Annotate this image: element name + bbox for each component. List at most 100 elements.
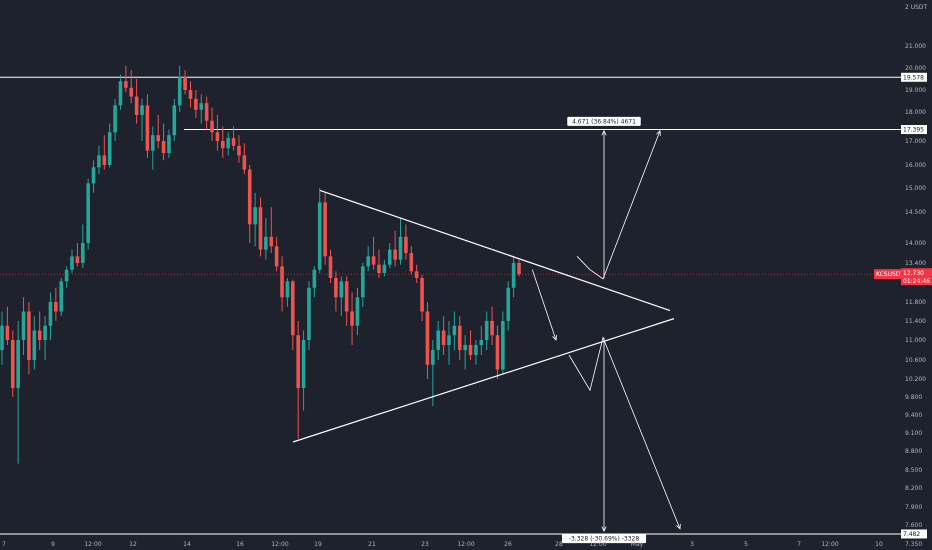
last-price-badge [901,268,932,286]
level-badge [901,125,927,135]
y-tick-label: 7.900 [905,504,922,511]
candle-body [183,76,187,90]
price-axis[interactable]: 2 USDT 21.000 20.000 19.000 18.000 17.000 16.… [905,0,928,548]
y-tick-label: 9.100 [905,430,922,437]
candle-body [382,264,387,273]
y-tick-label: 20.000 [905,65,926,72]
candle-body [387,249,392,265]
projection-path [568,336,681,529]
last-price-value: 12.730 [903,270,924,277]
candle-body [479,340,484,345]
candle-body [80,243,85,263]
y-tick-label: 11.000 [905,337,926,344]
y-tick-label: 13.400 [905,260,926,267]
x-tick-label: 9 [51,541,55,548]
candle-body [328,256,333,278]
candle-body [269,236,274,247]
candle-body [517,263,521,275]
triangle-pattern[interactable] [292,189,675,443]
x-tick-label: 3 [690,541,694,548]
x-tick-label: 16 [236,541,244,548]
candle-body [118,81,123,106]
candle-body [172,105,177,136]
candle-body [37,330,42,340]
y-tick-label: 8.200 [905,485,922,492]
symbol-label: KCSUSDT [876,271,904,278]
candle-body [221,141,225,149]
currency-label: 2 USDT [905,4,928,11]
candle-body [10,340,15,388]
candle-body [237,145,241,156]
measure-label-box [567,116,641,126]
candle-body [431,350,435,365]
candle-body [339,281,344,298]
candle-body [361,266,365,298]
y-tick-label: 6.850 [905,0,922,2]
y-tick-label: 18.000 [905,109,926,116]
candle-body [48,302,53,326]
candles [0,65,521,464]
candle-body [102,155,107,165]
candle-body [0,325,4,350]
candle-body [323,202,327,257]
candle-body [291,281,295,336]
candle-body [307,287,311,340]
candle-body [296,335,300,388]
arrow-head [676,523,681,530]
candle-body [199,103,204,110]
time-axis[interactable]: 7 9 12:00 12 14 16 12:00 19 21 23 12:00 26 28 12:00 Ma… [2,541,883,548]
candle-body [355,297,360,326]
candle-body [134,96,139,115]
horizontal-levels [0,76,901,535]
candle-body [16,340,20,388]
candle-body [177,76,182,106]
candle-body [463,345,467,350]
x-tick-label: 12:00 [589,541,606,548]
y-tick-label: 10.600 [905,357,926,364]
candle-body [231,138,236,146]
candle-body [506,287,511,321]
y-tick-label: 7.350 [905,541,922,548]
projection-path [531,269,557,341]
x-tick-label: 7 [2,541,6,548]
candle-body [457,325,462,350]
x-tick-label: 12:00 [84,541,101,548]
y-tick-label: 14.000 [905,240,926,247]
candle-body [285,281,290,298]
candle-body [215,132,220,141]
candle-body [21,311,26,340]
candle-body [441,330,446,345]
candle-body [371,256,376,265]
triangle-lower-line [292,318,675,443]
projection-paths[interactable] [531,129,681,530]
candle-body [140,105,144,115]
projection-path [576,130,661,280]
candle-body [377,264,381,273]
candle-body [511,263,516,288]
candle-body [210,120,214,133]
x-tick-label: 26 [504,541,512,548]
candle-body [226,138,230,149]
candle-body [495,335,500,370]
candle-body [393,249,397,260]
measure-label-box [561,534,647,544]
candle-body [64,269,69,282]
level-badge-label: 7.482 [903,531,920,538]
y-tick-label: 14.500 [905,209,926,216]
candle-body [43,325,47,340]
symbol-badge [874,269,902,280]
measure-tools[interactable]: 4.671 (36.84%) 4671 -3.328 (-30.69%) -332… [561,116,647,544]
candle-body [75,256,80,263]
y-tick-label: 21.000 [905,43,926,50]
measure-label: -3.328 (-30.69%) -3328 [569,536,639,543]
candle-body [474,345,478,355]
candle-body [54,302,58,312]
y-tick-label: 8.800 [905,448,922,455]
arrow-head [552,334,558,341]
candle-body [113,105,117,133]
candle-body [59,281,64,312]
x-tick-label: 12:00 [457,541,474,548]
y-tick-label: 11.400 [905,318,926,325]
